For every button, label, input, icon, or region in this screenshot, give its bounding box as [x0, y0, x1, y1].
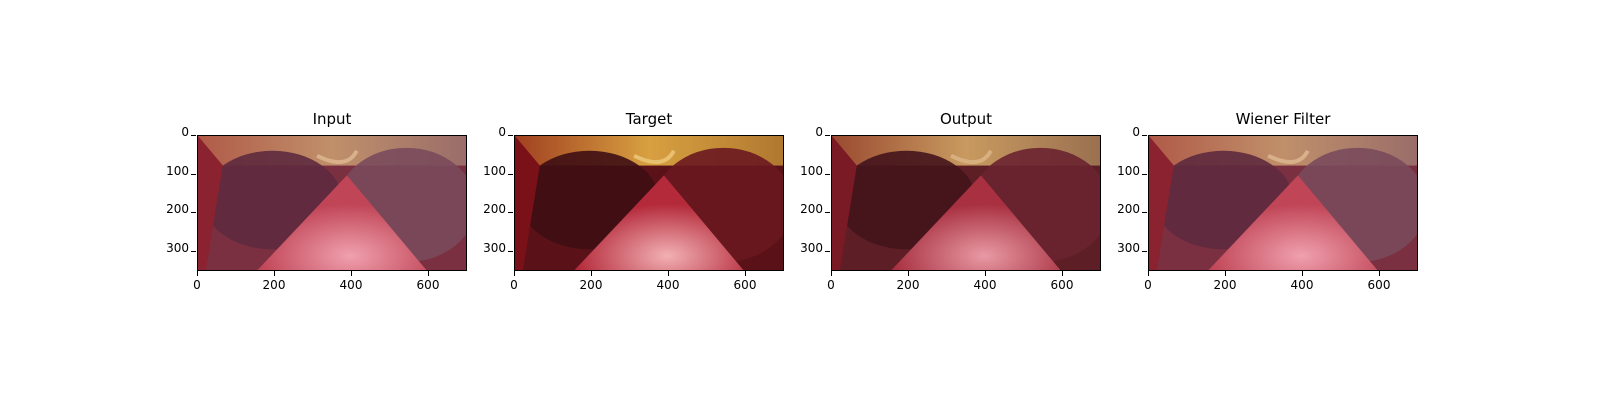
y-tick-label: 0 — [181, 125, 189, 139]
x-tick-label: 200 — [1213, 278, 1237, 292]
y-tick-label: 100 — [483, 164, 506, 178]
y-tick — [1142, 212, 1147, 213]
y-tick-label: 200 — [483, 202, 506, 216]
x-tick-label: 400 — [656, 278, 680, 292]
surgical-image-graphic — [198, 136, 466, 270]
surgical-image-input — [197, 135, 467, 271]
panel-target: Target 0 100 200 300 0 200 — [483, 0, 784, 400]
y-tick-label: 300 — [483, 241, 506, 255]
y-tick — [1142, 174, 1147, 175]
surgical-image-graphic — [832, 136, 1100, 270]
x-tick — [351, 271, 352, 276]
surgical-image-graphic — [1149, 136, 1417, 270]
y-tick-label: 200 — [166, 202, 189, 216]
x-tick — [1302, 271, 1303, 276]
x-tick-label: 400 — [339, 278, 363, 292]
x-tick-label: 600 — [1367, 278, 1391, 292]
y-tick — [1142, 251, 1147, 252]
x-tick — [1379, 271, 1380, 276]
x-tick-label: 0 — [510, 278, 518, 292]
x-tick-label: 400 — [1290, 278, 1314, 292]
x-tick-label: 600 — [1050, 278, 1074, 292]
x-tick-label: 0 — [193, 278, 201, 292]
y-tick-label: 0 — [1132, 125, 1140, 139]
surgical-image-output — [831, 135, 1101, 271]
y-tick — [191, 251, 196, 252]
y-tick-label: 100 — [1117, 164, 1140, 178]
panel-input: Input 0 100 200 300 0 200 — [166, 0, 467, 400]
x-tick-label: 600 — [733, 278, 757, 292]
x-tick — [908, 271, 909, 276]
surgical-image-graphic — [515, 136, 783, 270]
y-tick — [825, 251, 830, 252]
x-tick-label: 400 — [973, 278, 997, 292]
x-tick-label: 0 — [1144, 278, 1152, 292]
y-tick — [825, 174, 830, 175]
panel-title: Target — [625, 110, 673, 128]
y-tick — [825, 212, 830, 213]
y-tick-label: 0 — [498, 125, 506, 139]
x-tick-label: 600 — [416, 278, 440, 292]
x-tick — [1225, 271, 1226, 276]
y-tick-label: 100 — [166, 164, 189, 178]
surgical-image-wiener — [1148, 135, 1418, 271]
x-tick-label: 0 — [827, 278, 835, 292]
y-tick — [191, 135, 196, 136]
y-tick-label: 0 — [815, 125, 823, 139]
y-tick — [508, 174, 513, 175]
x-tick — [1062, 271, 1063, 276]
x-tick — [668, 271, 669, 276]
y-tick — [825, 135, 830, 136]
y-tick-label: 300 — [166, 241, 189, 255]
y-tick — [191, 174, 196, 175]
x-tick — [1148, 271, 1149, 276]
y-tick-label: 300 — [800, 241, 823, 255]
x-tick — [274, 271, 275, 276]
x-tick-label: 200 — [896, 278, 920, 292]
x-tick-label: 200 — [579, 278, 603, 292]
surgical-image-target — [514, 135, 784, 271]
panel-wiener-filter: Wiener Filter 0 100 200 300 0 — [1117, 0, 1418, 400]
x-tick — [514, 271, 515, 276]
x-tick — [985, 271, 986, 276]
panel-title: Wiener Filter — [1235, 110, 1331, 128]
y-tick-label: 200 — [800, 202, 823, 216]
y-tick — [508, 251, 513, 252]
x-tick — [591, 271, 592, 276]
y-tick-label: 300 — [1117, 241, 1140, 255]
y-tick-label: 200 — [1117, 202, 1140, 216]
x-tick — [428, 271, 429, 276]
y-tick-label: 100 — [800, 164, 823, 178]
x-tick — [745, 271, 746, 276]
panel-title: Output — [939, 110, 993, 128]
y-tick — [508, 135, 513, 136]
x-tick — [831, 271, 832, 276]
y-tick — [191, 212, 196, 213]
panel-output: Output 0 100 200 300 0 200 — [800, 0, 1101, 400]
y-tick — [1142, 135, 1147, 136]
y-tick — [508, 212, 513, 213]
panel-title: Input — [312, 110, 352, 128]
x-tick-label: 200 — [262, 278, 286, 292]
x-tick — [197, 271, 198, 276]
